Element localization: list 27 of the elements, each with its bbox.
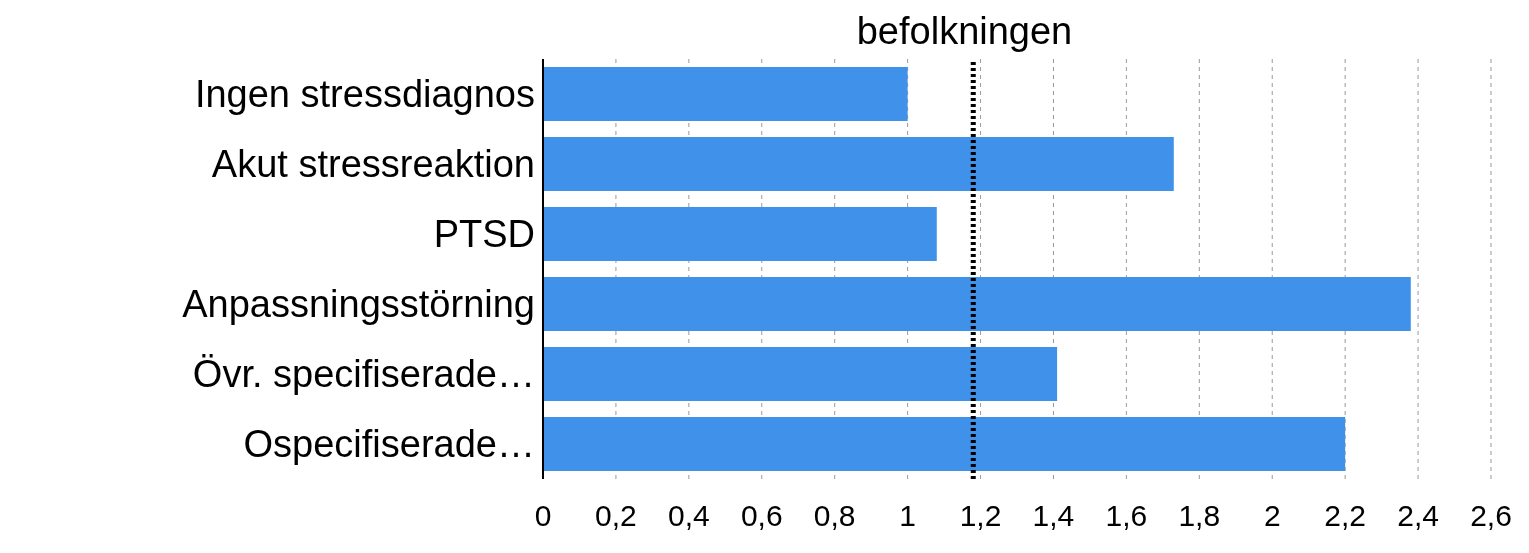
bar bbox=[543, 207, 937, 261]
x-tick-label: 0,8 bbox=[813, 499, 856, 533]
x-tick-label: 1 bbox=[899, 499, 916, 533]
x-tick-label: 0,2 bbox=[595, 499, 637, 533]
x-tick-label: 0,4 bbox=[667, 499, 710, 533]
x-tick-label: 1,6 bbox=[1105, 499, 1148, 533]
chart-title: befolkningen bbox=[855, 9, 1074, 54]
y-tick-label: Ospecifiserade… bbox=[243, 423, 535, 466]
x-tick-label: 1,8 bbox=[1178, 499, 1221, 533]
x-tick-label: 1,2 bbox=[959, 499, 1002, 533]
y-tick-label: Akut stressreaktion bbox=[211, 143, 535, 186]
x-tick-label: 2,2 bbox=[1324, 499, 1367, 533]
y-tick-label: Anpassningsstörning bbox=[182, 283, 535, 326]
bar bbox=[543, 67, 908, 121]
x-tick-label: 1,4 bbox=[1032, 499, 1075, 533]
x-tick-label: 0,6 bbox=[740, 499, 783, 533]
x-tick-label: 2 bbox=[1263, 499, 1281, 533]
bar bbox=[543, 347, 1058, 401]
x-tick-label: 0 bbox=[534, 499, 552, 533]
bar bbox=[543, 277, 1411, 331]
bar bbox=[543, 417, 1346, 471]
y-tick-label: PTSD bbox=[433, 213, 535, 256]
y-tick-label: Övr. specifiserade… bbox=[192, 353, 535, 396]
y-tick-label: Ingen stressdiagnos bbox=[194, 73, 535, 116]
bar bbox=[543, 137, 1174, 191]
x-tick-label: 2,4 bbox=[1397, 499, 1439, 533]
x-tick-label: 2,6 bbox=[1470, 499, 1512, 533]
